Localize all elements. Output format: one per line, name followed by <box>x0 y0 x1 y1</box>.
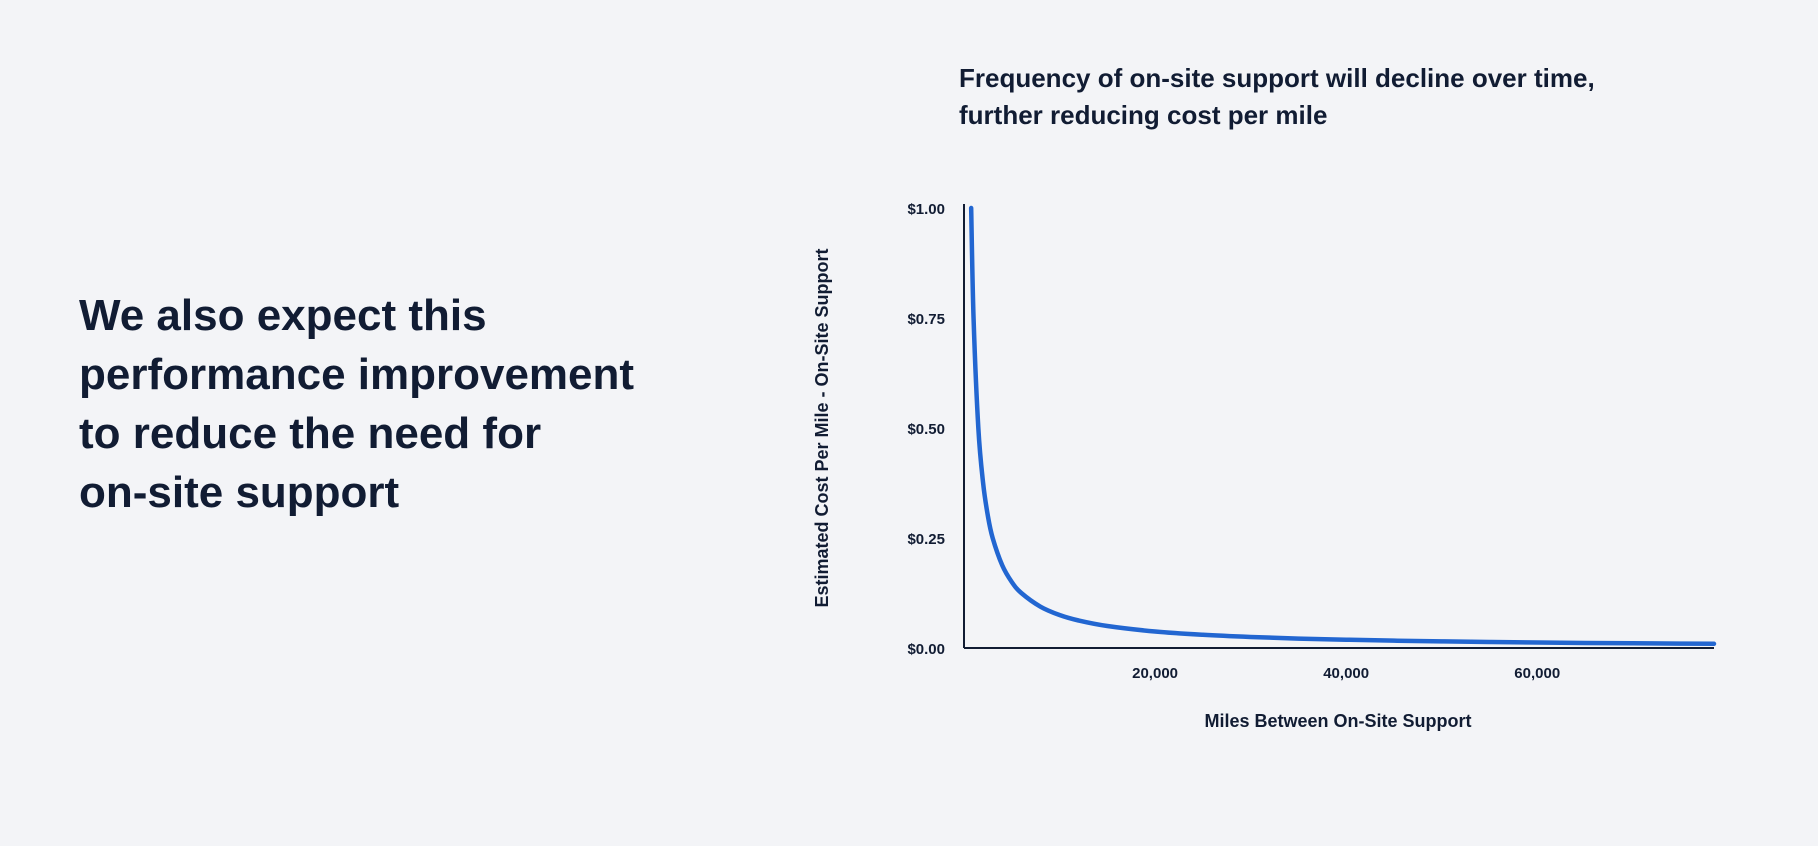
series-line <box>968 205 1717 647</box>
y-tick-label: $0.00 <box>907 641 945 658</box>
y-tick-label: $0.25 <box>907 531 945 548</box>
headline-line-3: to reduce the need for <box>79 409 542 458</box>
x-tick-label: 20,000 <box>1132 665 1178 682</box>
x-tick-label: 60,000 <box>1514 665 1560 682</box>
headline-line-4: on-site support <box>79 468 400 517</box>
headline-line-1: We also expect this <box>79 291 487 340</box>
headline: We also expect this performance improvem… <box>79 286 719 522</box>
y-tick-label: $0.50 <box>907 421 945 438</box>
x-tick-label: 40,000 <box>1323 665 1369 682</box>
headline-line-2: performance improvement <box>79 350 635 399</box>
y-axis-title: Estimated Cost Per Mile - On-Site Suppor… <box>812 248 832 607</box>
y-tick-label: $0.75 <box>907 311 945 328</box>
x-axis-title: Miles Between On-Site Support <box>1204 711 1471 731</box>
y-axis-tick-labels: $0.00 $0.25 $0.50 $0.75 $1.00 <box>907 201 945 658</box>
chart-title-line-2: further reducing cost per mile <box>959 100 1328 130</box>
y-tick-label: $1.00 <box>907 201 945 218</box>
x-axis-tick-labels: 20,000 40,000 60,000 <box>1132 665 1560 682</box>
chart-title-line-1: Frequency of on-site support will declin… <box>959 63 1595 93</box>
chart-title: Frequency of on-site support will declin… <box>959 60 1719 134</box>
